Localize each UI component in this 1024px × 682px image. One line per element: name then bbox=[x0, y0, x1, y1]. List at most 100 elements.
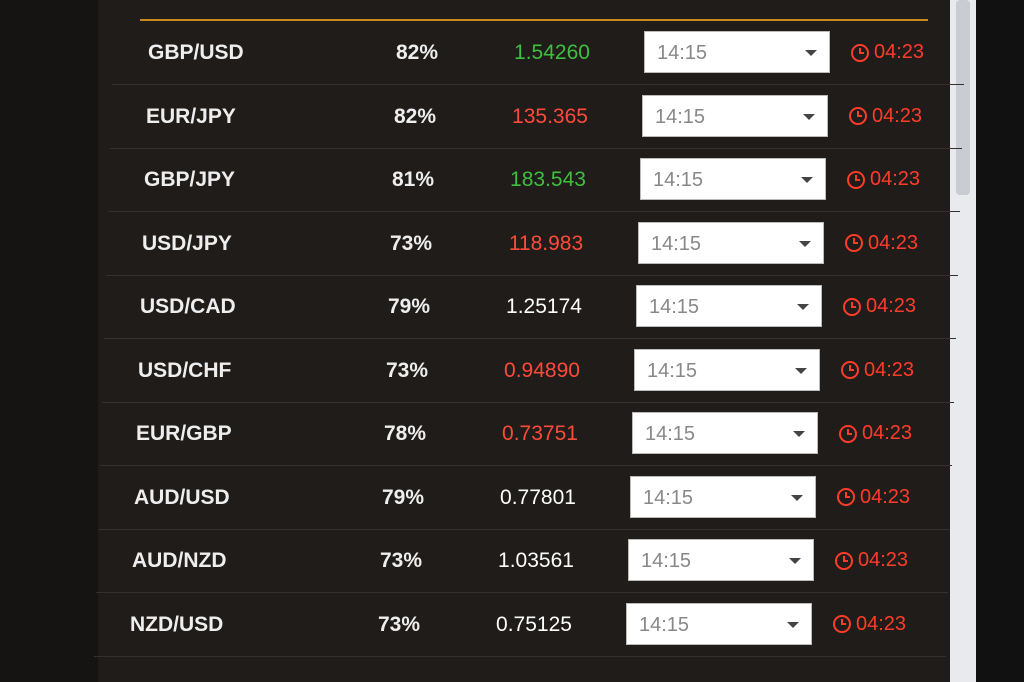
rate: 1.03561 bbox=[498, 549, 574, 572]
asset-name: USD/CHF bbox=[138, 358, 232, 382]
rate: 0.73751 bbox=[502, 422, 578, 445]
payout: 73% bbox=[389, 231, 433, 255]
clock-icon bbox=[833, 615, 851, 634]
asset-row: EUR/JPY 82% 135.365 14:15 04:23 bbox=[110, 85, 962, 149]
rate: 118.983 bbox=[508, 231, 584, 255]
dropdown-arrow[interactable] bbox=[791, 494, 803, 501]
asset-name: EUR/GBP bbox=[136, 422, 232, 445]
dropdown-arrow[interactable] bbox=[805, 50, 817, 56]
rate: 0.75125 bbox=[496, 612, 572, 636]
asset-row: EUR/GBP 78% 0.73751 14:15 04:23 bbox=[100, 402, 952, 466]
payout: 81% bbox=[391, 168, 435, 191]
payout: 82% bbox=[395, 41, 439, 64]
clock-icon bbox=[843, 297, 861, 316]
dropdown-arrow[interactable] bbox=[803, 113, 815, 120]
rate: 0.94890 bbox=[504, 358, 580, 382]
countdown-value: 04:23 bbox=[872, 104, 923, 127]
expiry-value[interactable]: 14:15 bbox=[651, 232, 702, 255]
expiry-value[interactable]: 14:15 bbox=[647, 359, 698, 382]
payout: 82% bbox=[393, 104, 437, 128]
asset-name: AUD/NZD bbox=[132, 549, 227, 572]
expiry-value[interactable]: 14:15 bbox=[643, 486, 694, 509]
countdown: 04:23 bbox=[846, 148, 920, 211]
expiry-select[interactable]: 14:15 bbox=[642, 94, 828, 137]
clock-icon bbox=[847, 170, 865, 189]
rate: 183.543 bbox=[510, 168, 586, 191]
countdown: 04:23 bbox=[840, 339, 914, 402]
asset-row: USD/CHF 73% 0.94890 14:15 04:23 bbox=[102, 339, 954, 403]
expiry-value[interactable]: 14:15 bbox=[645, 423, 696, 445]
countdown: 04:23 bbox=[842, 275, 916, 338]
rate: 135.365 bbox=[512, 104, 588, 128]
countdown: 04:23 bbox=[834, 529, 908, 592]
clock-icon bbox=[849, 107, 867, 126]
dropdown-arrow[interactable] bbox=[789, 558, 801, 564]
dropdown-arrow[interactable] bbox=[797, 304, 809, 310]
dropdown-arrow[interactable] bbox=[801, 177, 813, 183]
clock-icon bbox=[839, 424, 857, 443]
countdown-value: 04:23 bbox=[862, 422, 913, 444]
expiry-select[interactable]: 14:15 bbox=[634, 348, 820, 391]
expiry-value[interactable]: 14:15 bbox=[657, 42, 708, 64]
asset-name: EUR/JPY bbox=[146, 104, 236, 128]
asset-name: AUD/USD bbox=[134, 485, 230, 509]
asset-row: AUD/NZD 73% 1.03561 14:15 04:23 bbox=[96, 529, 948, 593]
asset-row: USD/JPY 73% 118.983 14:15 04:23 bbox=[106, 212, 958, 276]
expiry-value[interactable]: 14:15 bbox=[641, 550, 692, 572]
expiry-value[interactable]: 14:15 bbox=[639, 613, 690, 636]
payout: 79% bbox=[381, 485, 425, 509]
asset-row: NZD/USD 73% 0.75125 14:15 04:23 bbox=[94, 593, 946, 657]
payout: 73% bbox=[385, 358, 429, 382]
expiry-select[interactable]: 14:15 bbox=[638, 221, 824, 264]
countdown-value: 04:23 bbox=[856, 612, 907, 635]
asset-name: GBP/USD bbox=[148, 41, 244, 64]
dropdown-arrow[interactable] bbox=[795, 367, 807, 374]
dropdown-arrow[interactable] bbox=[793, 431, 805, 437]
rate: 1.25174 bbox=[506, 295, 582, 318]
expiry-select[interactable]: 14:15 bbox=[626, 602, 812, 645]
asset-row: AUD/USD 79% 0.77801 14:15 04:23 bbox=[98, 466, 950, 530]
clock-icon bbox=[851, 43, 869, 62]
asset-row: GBP/USD 82% 1.54260 14:15 04:23 bbox=[112, 21, 964, 85]
countdown-value: 04:23 bbox=[864, 358, 915, 381]
countdown: 04:23 bbox=[848, 85, 922, 148]
countdown: 04:23 bbox=[832, 593, 906, 656]
expiry-select[interactable]: 14:15 bbox=[636, 285, 822, 327]
expiry-value[interactable]: 14:15 bbox=[655, 105, 706, 128]
expiry-select[interactable]: 14:15 bbox=[640, 158, 826, 200]
countdown: 04:23 bbox=[836, 466, 910, 529]
expiry-select[interactable]: 14:15 bbox=[644, 31, 830, 73]
countdown: 04:23 bbox=[850, 21, 924, 84]
clock-icon bbox=[835, 551, 853, 570]
countdown-value: 04:23 bbox=[874, 41, 925, 63]
asset-row: GBP/JPY 81% 183.543 14:15 04:23 bbox=[108, 148, 960, 212]
asset-name: NZD/USD bbox=[130, 612, 224, 636]
countdown-value: 04:23 bbox=[868, 231, 919, 254]
countdown: 04:23 bbox=[844, 212, 918, 275]
expiry-select[interactable]: 14:15 bbox=[628, 539, 814, 581]
payout: 79% bbox=[387, 295, 431, 318]
expiry-value[interactable]: 14:15 bbox=[649, 296, 700, 318]
scroll-thumb[interactable] bbox=[956, 0, 970, 195]
rate: 1.54260 bbox=[514, 41, 590, 64]
payout: 78% bbox=[383, 422, 427, 445]
dropdown-arrow[interactable] bbox=[799, 240, 811, 247]
payout: 73% bbox=[379, 549, 423, 572]
asset-name: USD/JPY bbox=[142, 231, 232, 255]
clock-icon bbox=[841, 361, 859, 380]
rate: 0.77801 bbox=[500, 485, 576, 509]
asset-row: USD/CAD 79% 1.25174 14:15 04:23 bbox=[104, 275, 956, 339]
payout: 73% bbox=[377, 612, 421, 636]
dropdown-arrow[interactable] bbox=[787, 621, 799, 628]
clock-icon bbox=[837, 488, 855, 507]
expiry-select[interactable]: 14:15 bbox=[632, 412, 818, 454]
asset-name: GBP/JPY bbox=[144, 168, 236, 191]
bezel bbox=[976, 0, 1024, 682]
expiry-value[interactable]: 14:15 bbox=[653, 169, 704, 191]
countdown-value: 04:23 bbox=[870, 168, 921, 190]
header-rule bbox=[140, 19, 928, 21]
expiry-select[interactable]: 14:15 bbox=[630, 475, 816, 518]
countdown: 04:23 bbox=[838, 402, 912, 465]
countdown-value: 04:23 bbox=[860, 485, 911, 508]
